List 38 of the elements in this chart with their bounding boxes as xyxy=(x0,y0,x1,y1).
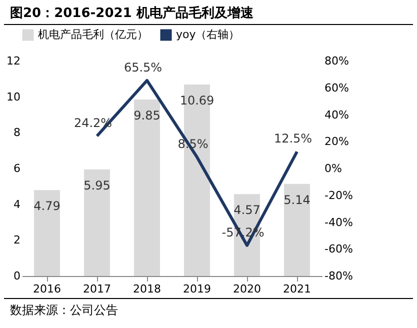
bar xyxy=(284,184,310,276)
y2-tick-label: -20% xyxy=(324,188,353,202)
data-label: 12.5% xyxy=(274,132,312,146)
x-tick-label: 2016 xyxy=(33,282,61,296)
x-tick-label: 2020 xyxy=(233,282,261,296)
legend-label: yoy（右轴） xyxy=(176,28,240,41)
y2-tick-label: 0% xyxy=(324,162,342,175)
source-note: 数据来源：公司公告 xyxy=(4,298,413,322)
y2-tick-label: 80% xyxy=(324,54,349,68)
y-tick-label: 10 xyxy=(6,90,20,104)
bar xyxy=(84,169,110,276)
chart-title: 图20：2016-2021 机电产品毛利及增速 xyxy=(4,0,413,25)
y-tick-label: 4 xyxy=(14,198,20,211)
y2-tick-label: 60% xyxy=(324,81,349,94)
x-tick-label: 2017 xyxy=(83,282,111,296)
y-tick-label: 2 xyxy=(14,234,20,247)
y2-tick-label: -60% xyxy=(324,242,353,256)
data-label: 4.57 xyxy=(234,203,260,218)
y2-tick-label: -40% xyxy=(324,216,353,229)
x-tick-label: 2021 xyxy=(283,282,311,296)
y-tick-label: 8 xyxy=(14,126,20,140)
x-tick-label: 2018 xyxy=(133,282,161,296)
bar xyxy=(34,190,60,276)
data-label: 10.69 xyxy=(180,93,214,108)
y-tick-label: 12 xyxy=(6,54,20,68)
data-label: 5.14 xyxy=(284,192,310,207)
y2-tick-label: -80% xyxy=(324,270,353,282)
data-label: 65.5% xyxy=(124,60,162,74)
data-label: 9.85 xyxy=(134,108,160,123)
y2-tick-label: 40% xyxy=(324,108,349,122)
y-tick-label: 6 xyxy=(14,162,20,175)
data-label: 5.95 xyxy=(84,178,110,192)
y2-tick-label: 20% xyxy=(324,135,349,148)
legend-label: 机电产品毛利（亿元） xyxy=(38,28,148,41)
data-label: 4.79 xyxy=(34,199,60,214)
x-tick-label: 2019 xyxy=(183,282,211,296)
y-tick-label: 0 xyxy=(14,270,20,282)
bar xyxy=(134,100,160,276)
